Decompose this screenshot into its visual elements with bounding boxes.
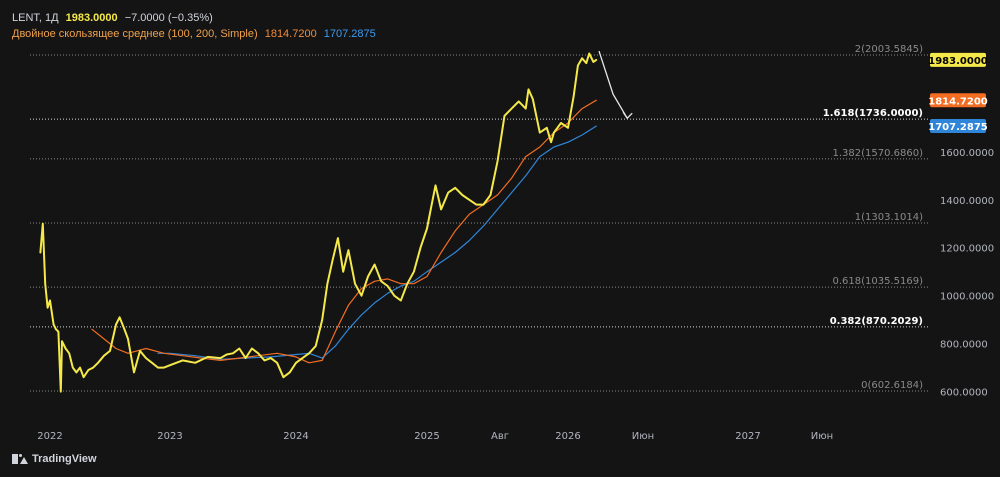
price-badge-2 [930,119,986,134]
legend-change: −7.0000 (−0.35%) [124,12,213,24]
legend-ma-slow-value: 1707.2875 [323,28,376,40]
x-tick-label-6: Июн [632,431,654,442]
y-tick-label-2: 1000.0000 [940,292,994,303]
series-line-ma-slow [157,125,597,360]
price-badge-label-2: 1707.2875 [928,122,988,133]
tradingview-brand[interactable]: TradingView [12,453,97,465]
x-tick-label-7: 2027 [735,431,760,442]
x-tick-label-2: 2024 [283,431,308,442]
series-line-price [39,52,598,393]
y-tick-label-1: 800.0000 [940,340,988,351]
x-tick-label-0: 2022 [37,431,62,442]
fib-level-label-2: 1.382(1570.6860) [832,148,923,159]
fib-level-label-6: 0(602.6184) [861,380,923,391]
fib-level-label-3: 1(1303.1014) [855,212,923,223]
fib-level-label-0: 2(2003.5845) [855,44,923,55]
series-line-ma-fast [91,99,597,364]
price-badge-label-0: 1983.0000 [928,56,988,67]
x-tick-label-5: 2026 [555,431,580,442]
price-badge-label-1: 1814.7200 [928,96,988,107]
price-badge-0 [930,52,986,67]
x-tick-label-1: 2023 [157,431,182,442]
y-tick-label-4: 1400.0000 [940,196,994,207]
fib-level-label-1: 1.618(1736.0000) [823,108,923,119]
tradingview-logo-icon [12,454,28,464]
projection-arrowhead [622,111,633,120]
price-badge-1 [930,93,986,108]
legend-row-indicator: Двойное скользящее среднее (100, 200, Si… [12,26,376,42]
x-tick-label-4: Авг [491,431,509,442]
chart-legend: LENT, 1Д 1983.0000 −7.0000 (−0.35%) Двой… [12,10,376,42]
fib-level-label-4: 0.618(1035.5169) [832,276,923,287]
y-tick-label-0: 600.0000 [940,388,988,399]
x-tick-label-3: 2025 [414,431,439,442]
y-tick-label-3: 1200.0000 [940,244,994,255]
legend-price: 1983.0000 [65,12,118,24]
legend-indicator-name[interactable]: Двойное скользящее среднее (100, 200, Si… [12,28,258,40]
legend-row-symbol: LENT, 1Д 1983.0000 −7.0000 (−0.35%) [12,10,376,26]
fib-level-label-5: 0.382(870.2029) [830,316,923,327]
legend-ma-fast-value: 1814.7200 [264,28,317,40]
legend-ticker[interactable]: LENT, 1Д [12,12,59,24]
y-tick-label-5: 1600.0000 [940,148,994,159]
brand-name: TradingView [32,453,97,465]
projection-line [598,50,628,119]
x-tick-label-8: Июн [811,431,833,442]
